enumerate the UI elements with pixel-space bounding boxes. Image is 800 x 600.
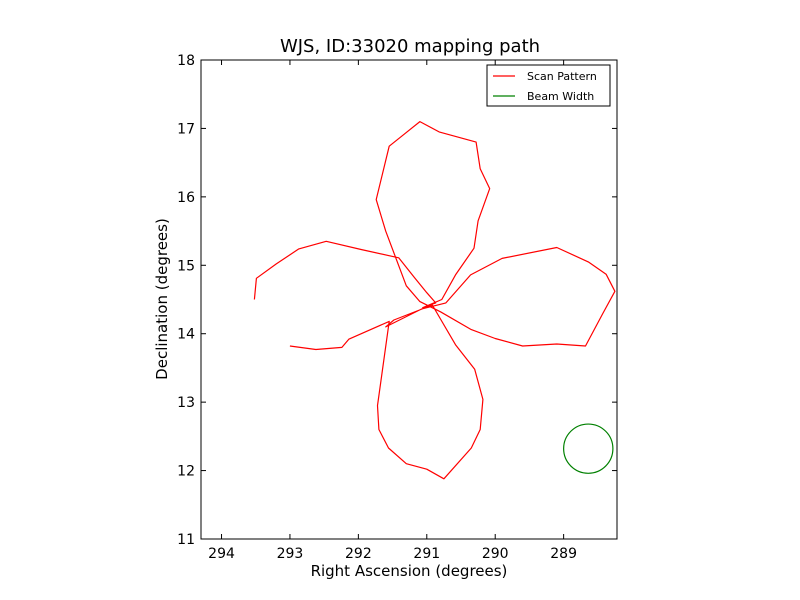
legend-label-scan-pattern: Scan Pattern (527, 70, 597, 83)
x-tick-label: 289 (550, 546, 577, 562)
chart-title: WJS, ID:33020 mapping path (280, 36, 540, 57)
x-tick-label: 292 (345, 546, 372, 562)
x-tick-label: 293 (277, 546, 304, 562)
legend-label-beam-width: Beam Width (527, 90, 594, 103)
y-tick-label: 13 (177, 395, 195, 411)
y-tick-label: 11 (177, 532, 195, 548)
axis-ticks: 294 293 292 291 290 289 11 12 13 14 15 16 17 18 (177, 53, 617, 562)
y-tick-label: 18 (177, 53, 195, 69)
plot-background (201, 60, 617, 539)
legend: Scan Pattern Beam Width (486, 64, 611, 107)
y-axis-label: Declination (degrees) (153, 218, 171, 380)
plot-frame (200, 59, 618, 540)
y-tick-label: 12 (177, 464, 195, 480)
x-tick-label: 290 (482, 546, 509, 562)
scan-pattern-line (253, 120, 616, 480)
y-tick-label: 16 (177, 190, 195, 206)
y-tick-label: 17 (177, 121, 195, 137)
y-tick-label: 15 (177, 258, 195, 274)
x-tick-label: 291 (413, 546, 440, 562)
legend-box (486, 64, 611, 107)
y-tick-label: 14 (177, 327, 195, 343)
beam-width-circle (563, 423, 614, 474)
plot-area (201, 60, 617, 539)
x-tick-label: 294 (208, 546, 235, 562)
x-axis-label: Right Ascension (degrees) (311, 562, 508, 580)
